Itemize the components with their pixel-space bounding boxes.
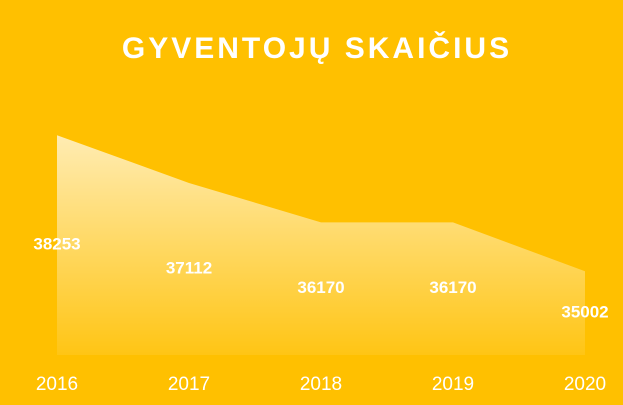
x-tick-label: 2019 — [432, 374, 474, 395]
data-label: 35002 — [561, 303, 608, 322]
chart-title: GYVENTOJŲ SKAIČIUS — [122, 31, 512, 65]
x-tick-label: 2016 — [36, 374, 78, 395]
x-tick-label: 2017 — [168, 374, 210, 395]
data-label: 36170 — [429, 278, 476, 297]
data-label: 38253 — [33, 235, 80, 254]
data-label: 37112 — [166, 258, 212, 277]
x-tick-label: 2020 — [564, 374, 606, 395]
data-label: 36170 — [297, 278, 344, 297]
x-tick-label: 2018 — [300, 374, 342, 395]
